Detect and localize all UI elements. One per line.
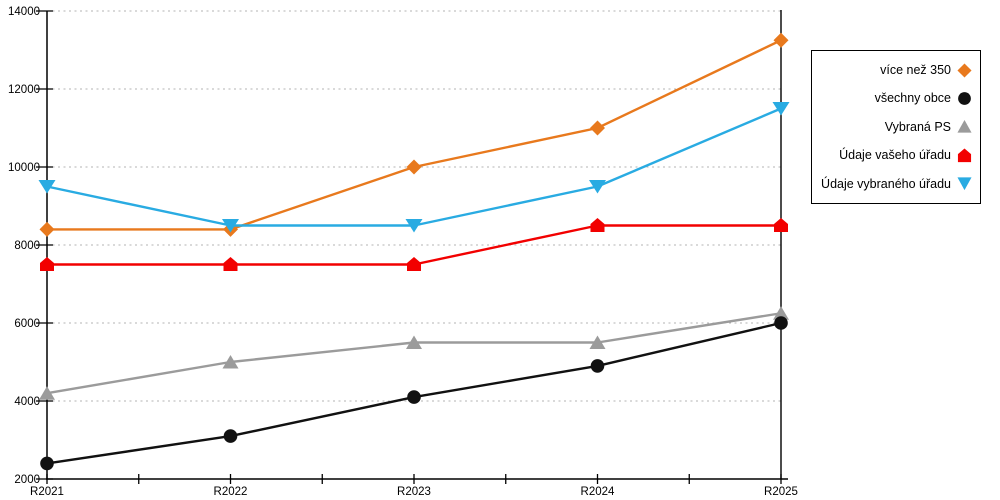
y-axis-label: 4000 <box>14 396 40 408</box>
legend: více než 350 všechny obce Vybraná PS Údaje … <box>811 50 981 204</box>
legend-item: Údaje vybraného úřadu <box>816 176 972 191</box>
data-point <box>773 32 789 48</box>
data-point <box>590 218 605 232</box>
data-point <box>407 257 421 271</box>
data-point <box>38 180 56 194</box>
pentagon-marker-icon <box>957 148 972 162</box>
triangle-up-marker-icon <box>957 120 972 134</box>
legend-label: více než 350 <box>880 62 951 77</box>
data-point <box>223 429 238 443</box>
series-line-3 <box>46 312 782 395</box>
legend-item: všechny obce <box>816 91 972 106</box>
x-axis-label: R2023 <box>397 486 431 498</box>
triangle-down-marker-icon <box>957 177 972 191</box>
data-point <box>40 456 54 471</box>
data-point <box>774 218 788 232</box>
x-axis-label: R2025 <box>764 486 798 498</box>
diamond-marker-icon <box>957 63 972 78</box>
series-line-1 <box>47 39 782 231</box>
data-point <box>39 386 55 400</box>
data-point <box>222 355 239 369</box>
data-point <box>773 306 789 320</box>
data-point <box>222 219 239 233</box>
data-point <box>405 219 423 233</box>
x-axis-label: R2024 <box>581 486 615 498</box>
data-point <box>589 180 606 194</box>
legend-item: Údaje vašeho úřadu <box>816 148 972 163</box>
x-axis-label: R2021 <box>30 486 64 498</box>
data-point <box>40 257 54 271</box>
data-point <box>772 102 790 116</box>
data-point <box>39 221 55 237</box>
y-axis-label: 10000 <box>8 162 40 174</box>
circle-marker-icon <box>958 92 971 105</box>
data-point <box>223 257 238 271</box>
data-point <box>590 120 605 136</box>
y-axis-label: 14000 <box>8 6 40 18</box>
legend-label: Údaje vybraného úřadu <box>821 176 951 191</box>
legend-item: více než 350 <box>816 63 972 78</box>
legend-label: všechny obce <box>874 91 951 106</box>
legend-label: Vybraná PS <box>884 119 951 134</box>
data-point <box>406 335 422 349</box>
x-axis-label: R2022 <box>214 486 248 498</box>
data-point <box>407 390 421 404</box>
data-point <box>590 359 605 373</box>
y-axis-label: 8000 <box>14 240 40 252</box>
y-axis-label: 12000 <box>8 84 40 96</box>
legend-label: Údaje vašeho úřadu <box>839 148 951 163</box>
y-axis-label: 2000 <box>14 474 40 486</box>
y-axis-label: 6000 <box>14 318 40 330</box>
data-point <box>774 316 788 330</box>
data-point <box>589 335 606 349</box>
data-point <box>406 159 422 175</box>
legend-item: Vybraná PS <box>816 119 972 134</box>
